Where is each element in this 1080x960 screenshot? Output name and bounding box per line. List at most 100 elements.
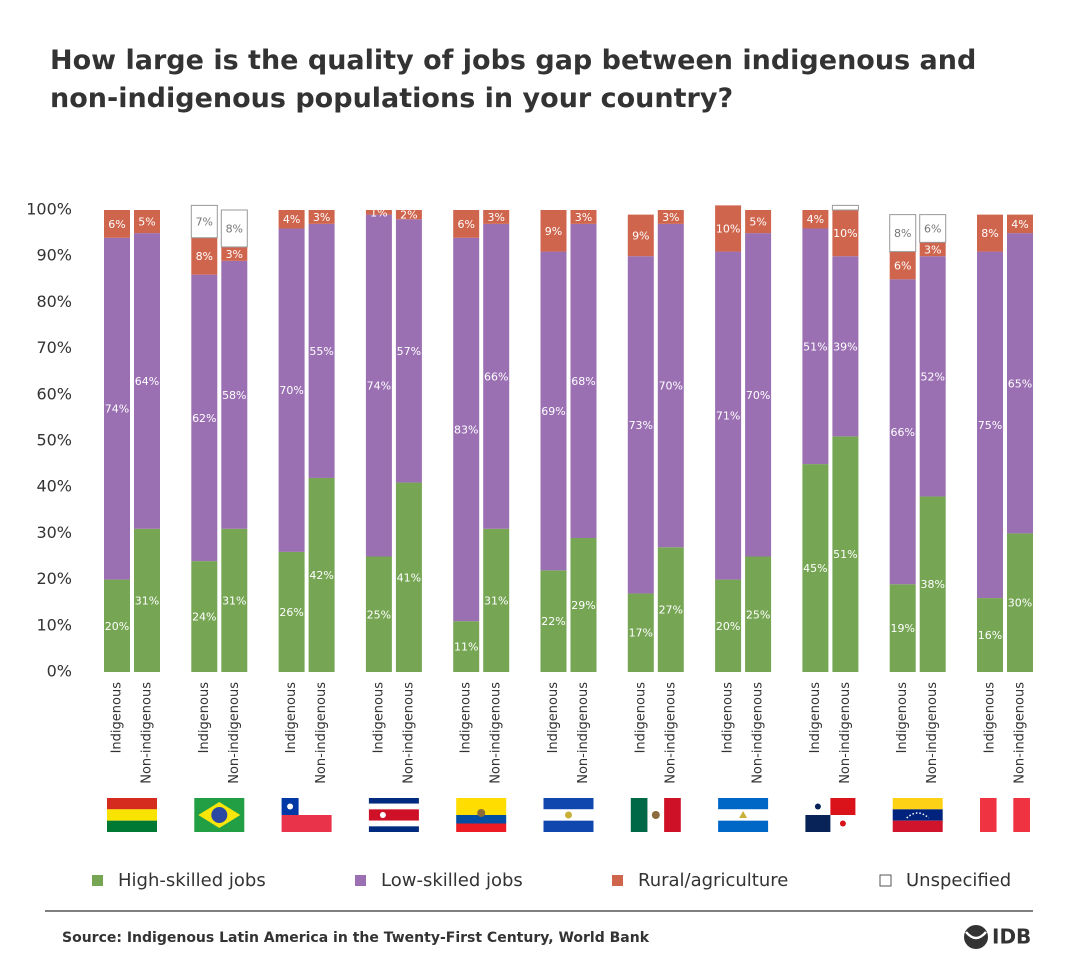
bar-segment — [278, 228, 305, 552]
x-tick-label: Indigenous — [983, 682, 998, 754]
bar-segment — [627, 256, 654, 594]
x-tick-label: Indigenous — [459, 682, 474, 754]
value-label: 26% — [279, 606, 303, 619]
legend-label: High-skilled jobs — [118, 870, 266, 891]
value-label: 19% — [890, 622, 914, 635]
flag-part — [368, 809, 419, 815]
bar-segment — [308, 223, 335, 478]
flag — [980, 798, 1030, 832]
bar-segment — [308, 210, 335, 224]
value-label: 6% — [894, 259, 911, 272]
bar-segment — [395, 482, 422, 672]
value-label: 31% — [222, 594, 246, 607]
value-label: 42% — [309, 569, 333, 582]
flag-part — [892, 809, 943, 821]
legend-swatch — [355, 875, 366, 886]
value-label: 7% — [196, 216, 213, 229]
source: Source: Indigenous Latin America in the … — [62, 930, 650, 946]
value-label: 51% — [833, 548, 857, 561]
bar-segment — [365, 214, 392, 557]
bar-segment — [191, 561, 218, 672]
value-label: 65% — [1008, 377, 1032, 390]
flag-part — [543, 820, 594, 832]
value-label: 27% — [659, 604, 683, 617]
flag-part — [839, 820, 846, 827]
value-label: 31% — [484, 594, 508, 607]
bar-segment — [977, 598, 1003, 672]
value-label: 68% — [571, 375, 595, 388]
flag-part — [1013, 798, 1030, 832]
bar-segment — [1007, 214, 1033, 234]
flag-part — [892, 798, 943, 810]
x-tick-label: Indigenous — [197, 682, 212, 754]
value-label: 8% — [981, 227, 998, 240]
x-tick-label: Indigenous — [371, 682, 386, 754]
bar-segment — [832, 256, 859, 437]
y-tick-label: 20% — [36, 569, 72, 588]
value-label: 1% — [370, 206, 387, 219]
flag-part — [107, 809, 157, 821]
bar-segment — [831, 204, 859, 211]
flag-part — [368, 826, 419, 832]
bar-segment — [570, 538, 597, 672]
flag-part — [456, 823, 507, 832]
bar-segment — [365, 556, 392, 672]
flag-part — [718, 820, 769, 832]
flag-part — [107, 798, 157, 810]
value-label: 71% — [716, 410, 740, 423]
bar-segment — [483, 223, 510, 529]
bar-segment — [745, 556, 772, 672]
value-label: 29% — [571, 599, 595, 612]
flag-part — [906, 812, 930, 819]
bar-segment — [657, 223, 684, 548]
flag-part — [739, 811, 748, 818]
value-label: 3% — [226, 248, 243, 261]
value-label: 9% — [632, 229, 649, 242]
legend-label: Low-skilled jobs — [381, 870, 523, 891]
bar-segment — [889, 279, 916, 585]
legend-label: Rural/agriculture — [638, 870, 788, 891]
bar-segment — [221, 246, 248, 261]
bar-segment — [802, 210, 829, 229]
flag — [107, 798, 157, 832]
bar-segment — [540, 210, 567, 252]
flag-part — [664, 798, 681, 832]
flag-part — [211, 807, 228, 823]
value-label: 4% — [1011, 218, 1028, 231]
x-tick-label: Non-indigenous — [838, 682, 853, 784]
flag-part — [718, 798, 769, 810]
value-label: 11% — [454, 641, 478, 654]
bar-segment — [540, 251, 567, 571]
value-label: 74% — [105, 403, 129, 416]
bar-segment — [104, 579, 130, 672]
bar-segment — [1007, 233, 1033, 534]
value-label: 3% — [662, 211, 679, 224]
value-label: 70% — [279, 384, 303, 397]
flag-part — [368, 803, 419, 810]
value-label: 20% — [716, 620, 740, 633]
value-label: 57% — [397, 345, 421, 358]
x-tick-label: Non-indigenous — [314, 682, 329, 784]
y-tick-label: 90% — [36, 246, 72, 265]
bar-segment — [889, 214, 917, 253]
bar-segment — [191, 237, 218, 275]
flag — [805, 798, 856, 832]
y-tick-label: 0% — [47, 662, 72, 681]
value-label: 83% — [454, 423, 478, 436]
value-label: 66% — [484, 370, 508, 383]
flag-part — [892, 820, 943, 832]
bar-segment — [395, 219, 422, 483]
y-tick-label: 70% — [36, 338, 72, 357]
value-label: 2% — [400, 209, 417, 222]
bar-segment — [453, 621, 480, 672]
bar-segment — [919, 242, 946, 257]
bar-segment — [134, 528, 160, 672]
value-label: 73% — [629, 419, 653, 432]
bar-segment — [191, 274, 218, 562]
bar-segment — [627, 214, 654, 257]
flag — [281, 798, 332, 832]
bar-segment — [134, 233, 160, 529]
chart-title: How large is the quality of jobs gap bet… — [50, 45, 977, 114]
value-label: 5% — [749, 216, 766, 229]
y-tick-label: 60% — [36, 384, 72, 403]
